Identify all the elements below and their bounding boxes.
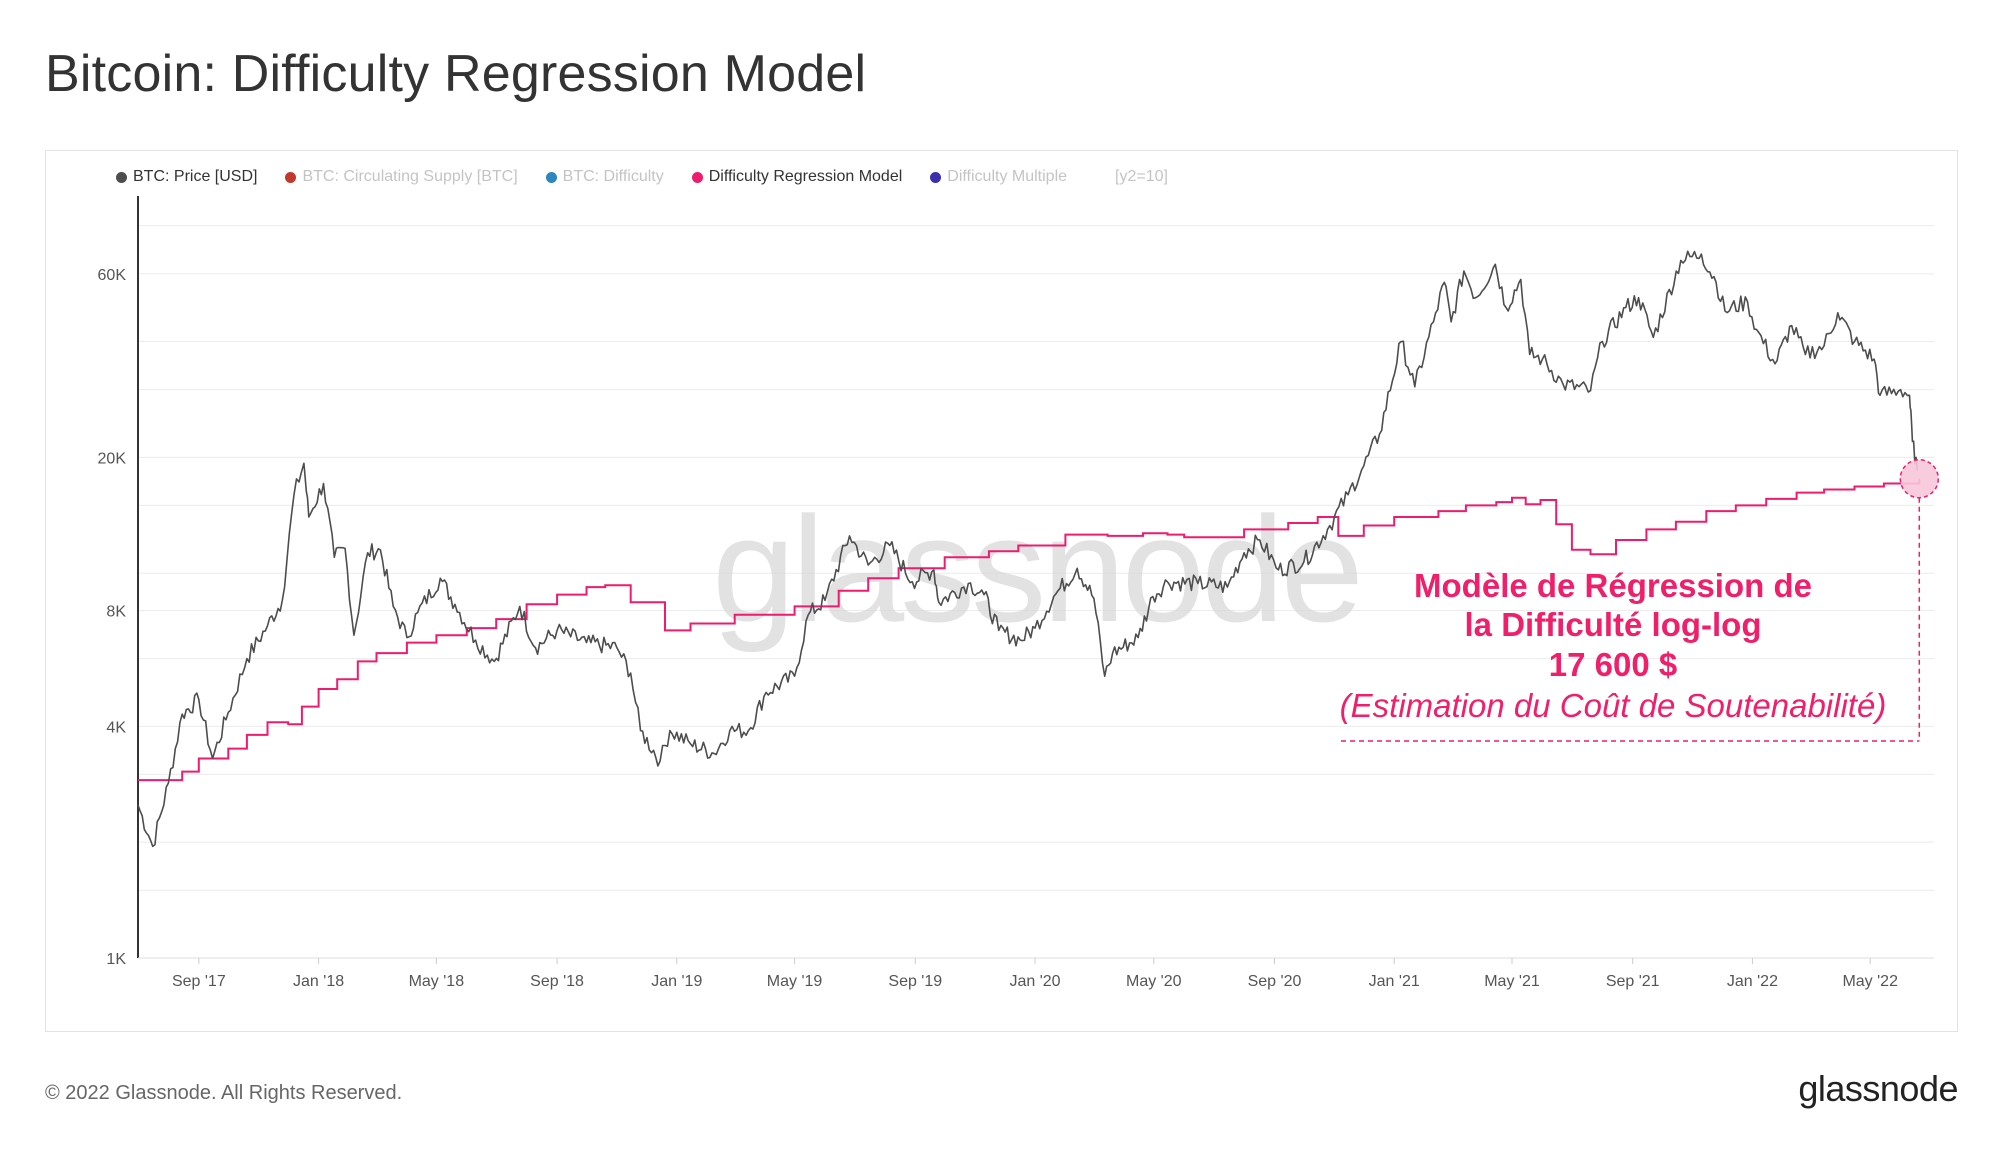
x-tick-label: May '19 bbox=[767, 973, 823, 990]
x-tick-label: Jan '20 bbox=[1009, 973, 1060, 990]
x-tick-label: Sep '20 bbox=[1248, 973, 1302, 990]
y-tick-label: 60K bbox=[98, 267, 127, 284]
legend-item-btc-difficulty[interactable]: BTC: Difficulty bbox=[545, 168, 664, 186]
y-tick-label: 1K bbox=[106, 951, 126, 968]
copyright-text: © 2022 Glassnode. All Rights Reserved. bbox=[45, 1082, 403, 1104]
page-title: Bitcoin: Difficulty Regression Model bbox=[45, 45, 867, 103]
x-tick-label: May '22 bbox=[1842, 973, 1898, 990]
legend-label: BTC: Difficulty bbox=[562, 168, 664, 185]
legend-dot-icon bbox=[545, 171, 557, 183]
annotation-value: 17 600 $ bbox=[1549, 646, 1677, 683]
legend: BTC: Price [USD] BTC: Circulating Supply … bbox=[116, 165, 1168, 189]
x-tick-label: Sep '17 bbox=[172, 973, 226, 990]
x-tick-label: Sep '18 bbox=[530, 973, 584, 990]
x-tick-label: Sep '21 bbox=[1606, 973, 1660, 990]
x-tick-label: Sep '19 bbox=[888, 973, 942, 990]
series-line-btc-price bbox=[137, 250, 1919, 848]
chart-frame: BTC: Price [USD] BTC: Circulating Supply … bbox=[45, 150, 1958, 1032]
x-tick-label: May '21 bbox=[1484, 973, 1540, 990]
legend-label: BTC: Circulating Supply [BTC] bbox=[302, 168, 518, 185]
legend-item-difficulty-multiple[interactable]: Difficulty Multiple bbox=[930, 168, 1067, 186]
watermark-logo: glassnode bbox=[712, 485, 1360, 653]
annotation-marker bbox=[1899, 458, 1940, 499]
legend-label: Difficulty Regression Model bbox=[708, 168, 903, 185]
legend-label: BTC: Price [USD] bbox=[133, 168, 258, 185]
x-tick-label: Jan '21 bbox=[1369, 973, 1420, 990]
x-tick-label: Jan '19 bbox=[651, 973, 702, 990]
y-tick-label: 20K bbox=[98, 450, 127, 467]
legend-dot-icon bbox=[691, 171, 703, 183]
y-tick-label: 8K bbox=[106, 603, 126, 620]
y-tick-label: 4K bbox=[106, 719, 126, 736]
legend-item-btc-price-usd[interactable]: BTC: Price [USD] bbox=[116, 168, 257, 186]
annotation-subtitle: (Estimation du Coût de Soutenabilité) bbox=[1340, 687, 1887, 724]
x-tick-label: May '20 bbox=[1126, 973, 1182, 990]
x-tick-label: Jan '18 bbox=[293, 973, 344, 990]
legend-y2-note[interactable]: [y2=10] bbox=[1115, 168, 1168, 185]
legend-item-difficulty-regression-model[interactable]: Difficulty Regression Model bbox=[691, 168, 903, 186]
legend-dot-icon bbox=[285, 171, 297, 183]
annotation-title-line-2: la Difficulté log-log bbox=[1465, 606, 1762, 643]
annotation-title-line-1: Modèle de Régression de bbox=[1414, 567, 1812, 604]
series-line-difficulty-regression-model bbox=[138, 478, 1921, 782]
x-tick-label: Jan '22 bbox=[1727, 973, 1778, 990]
glassnode-logo[interactable]: glassnode bbox=[1798, 1068, 1958, 1109]
chart-plot: glassnode 1K 4K 8K 20K 60K Sep '17 Jan '18 May '… bbox=[98, 196, 1940, 990]
legend-dot-icon bbox=[116, 171, 127, 183]
x-tick-label: May '18 bbox=[409, 973, 465, 990]
legend-item-btc-circulating-supply-btc[interactable]: BTC: Circulating Supply [BTC] bbox=[285, 168, 518, 186]
legend-label: Difficulty Multiple bbox=[947, 168, 1068, 185]
legend-dot-icon bbox=[930, 171, 942, 183]
